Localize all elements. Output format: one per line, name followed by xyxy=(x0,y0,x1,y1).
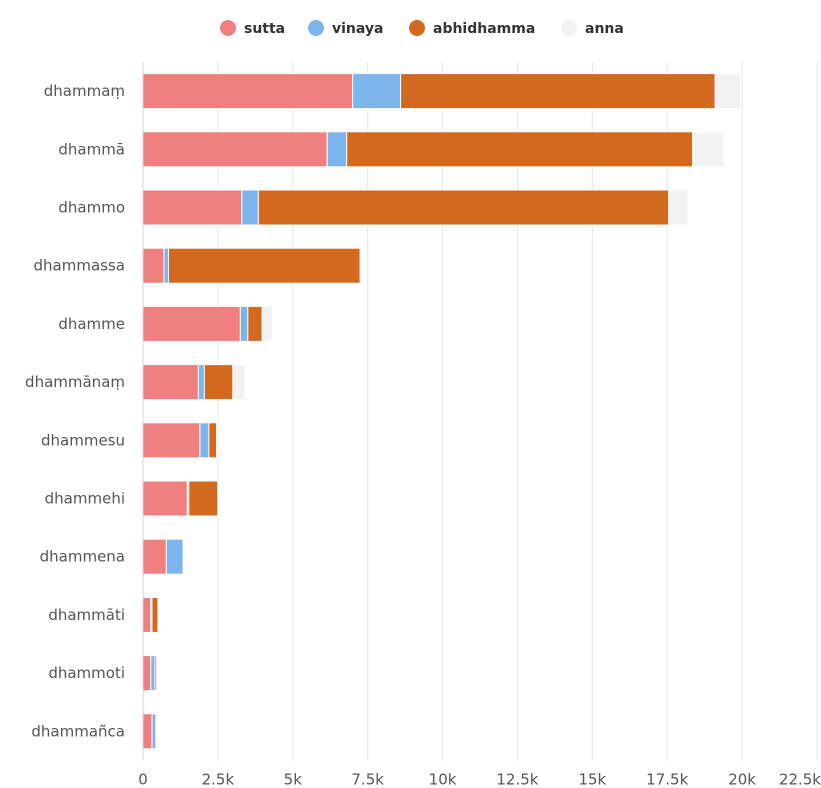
category-label: dhammā xyxy=(58,140,125,158)
bar-segment-sutta[interactable] xyxy=(142,538,167,575)
bar-segment-abhidhamma[interactable] xyxy=(346,131,694,168)
bar-segment-anna[interactable] xyxy=(359,247,363,284)
bar-segment-vinaya[interactable] xyxy=(239,305,249,342)
bar-segment-sutta[interactable] xyxy=(142,655,152,692)
bar-segment-anna[interactable] xyxy=(261,305,273,342)
legend-marker xyxy=(409,20,425,36)
bar-segment-vinaya[interactable] xyxy=(163,247,169,284)
x-tick-label: 17.5k xyxy=(646,770,688,788)
category-label: dhammena xyxy=(40,548,125,566)
category-label: dhammāti xyxy=(48,606,125,624)
bar-segment-abhidhamma[interactable] xyxy=(208,422,218,459)
category-label: dhammañca xyxy=(31,722,125,740)
bar-segment-abhidhamma[interactable] xyxy=(188,480,219,517)
bar-segment-abhidhamma[interactable] xyxy=(151,596,159,633)
bar-segment-anna[interactable] xyxy=(692,131,725,168)
bar-segment-sutta[interactable] xyxy=(142,305,241,342)
category-label: dhammo xyxy=(58,199,125,217)
legend-label: abhidhamma xyxy=(433,21,535,37)
bar-segment-anna[interactable] xyxy=(668,189,689,226)
x-tick-label: 5k xyxy=(284,770,303,788)
x-tick-label: 2.5k xyxy=(202,770,235,788)
legend-marker xyxy=(220,20,236,36)
bar-segment-sutta[interactable] xyxy=(142,131,328,168)
category-label: dhammaṃ xyxy=(44,82,125,100)
legend-item-sutta[interactable]: sutta xyxy=(220,20,285,37)
legend[interactable]: sutta vinaya abhidhamma anna xyxy=(220,20,624,37)
bar-segment-anna[interactable] xyxy=(232,364,246,401)
axes: dhammaṃ dhammā dhammo dhammassa dhamme dhammā… xyxy=(25,62,821,788)
bar-segment-abhidhamma[interactable] xyxy=(203,364,234,401)
bar-segment-sutta[interactable] xyxy=(142,247,165,284)
bar-segment-sutta[interactable] xyxy=(142,189,243,226)
bar-segment-sutta[interactable] xyxy=(142,364,199,401)
legend-marker xyxy=(561,20,577,36)
bar-segment-vinaya[interactable] xyxy=(151,713,157,750)
legend-label: vinaya xyxy=(332,21,383,37)
bar-segment-anna[interactable] xyxy=(183,538,186,575)
x-tick-label: 0 xyxy=(138,770,148,788)
bar-segment-abhidhamma[interactable] xyxy=(257,189,670,226)
bar-segment-vinaya[interactable] xyxy=(326,131,348,168)
x-tick-label: 20k xyxy=(728,770,756,788)
legend-item-anna[interactable]: anna xyxy=(561,20,624,37)
x-tick-label: 12.5k xyxy=(496,770,538,788)
x-tick-label: 22.5k xyxy=(779,770,821,788)
bar-segment-anna[interactable] xyxy=(216,422,219,459)
bar-segment-vinaya[interactable] xyxy=(199,422,210,459)
bar-segment-anna[interactable] xyxy=(714,73,742,110)
bar-segment-sutta[interactable] xyxy=(142,713,153,750)
x-tick-label: 15k xyxy=(578,770,606,788)
bar-segment-vinaya[interactable] xyxy=(197,364,205,401)
x-tick-label: 7.5k xyxy=(351,770,384,788)
bar-segment-sutta[interactable] xyxy=(142,73,354,110)
bar-segment-vinaya[interactable] xyxy=(150,655,156,692)
bar-segment-abhidhamma[interactable] xyxy=(247,305,263,342)
legend-item-vinaya[interactable]: vinaya xyxy=(308,20,383,37)
bar-segment-vinaya[interactable] xyxy=(165,538,184,575)
bar-segment-abhidhamma[interactable] xyxy=(400,73,716,110)
legend-label: anna xyxy=(585,21,624,37)
bar-segment-vinaya[interactable] xyxy=(241,189,259,226)
bar-segment-abhidhamma[interactable] xyxy=(167,247,361,284)
category-label: dhammoti xyxy=(48,664,125,682)
category-label: dhammassa xyxy=(34,257,125,275)
bar-segment-vinaya[interactable] xyxy=(352,73,402,110)
category-label: dhammehi xyxy=(45,490,125,508)
legend-marker xyxy=(308,20,324,36)
bars xyxy=(142,73,742,750)
x-tick-label: 10k xyxy=(429,770,457,788)
grid-lines xyxy=(217,62,818,761)
bar-segment-sutta[interactable] xyxy=(142,596,152,633)
bar-segment-sutta[interactable] xyxy=(142,422,201,459)
bar-segment-sutta[interactable] xyxy=(142,480,188,517)
legend-label: sutta xyxy=(244,21,285,37)
category-label: dhammesu xyxy=(41,431,125,449)
category-label: dhamme xyxy=(58,315,125,333)
legend-item-abhidhamma[interactable]: abhidhamma xyxy=(409,20,535,37)
category-label: dhammānaṃ xyxy=(25,373,125,391)
bar-segment-anna[interactable] xyxy=(217,480,220,517)
